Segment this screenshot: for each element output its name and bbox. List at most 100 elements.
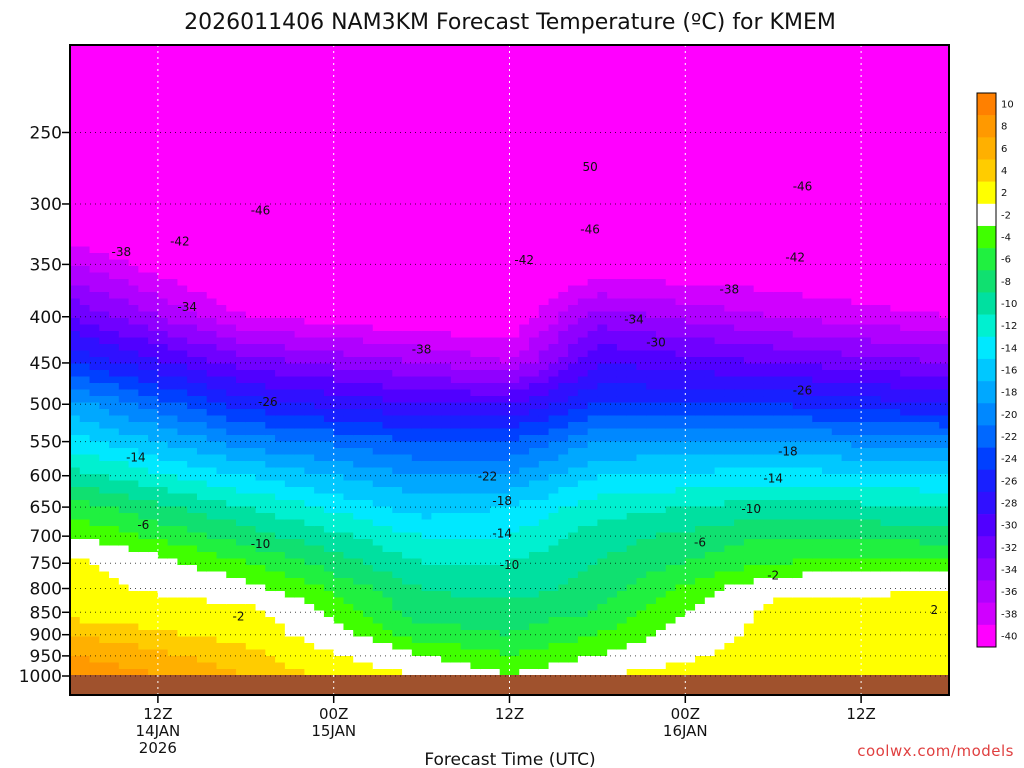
field-cell [216, 370, 227, 378]
field-cell [392, 636, 403, 644]
field-cell [460, 123, 472, 131]
field-cell [79, 513, 91, 521]
field-cell [470, 129, 481, 137]
field-cell [441, 467, 452, 475]
field-cell [538, 409, 550, 417]
field-cell [529, 467, 540, 475]
field-cell [548, 461, 559, 469]
field-cell [480, 142, 491, 150]
field-cell [548, 376, 559, 384]
field-cell [402, 513, 413, 521]
field-cell [489, 454, 501, 462]
field-cell [450, 389, 462, 397]
field-cell [489, 376, 501, 384]
field-cell [99, 77, 110, 85]
field-cell [245, 448, 257, 456]
field-cell [314, 246, 325, 254]
field-cell [382, 272, 393, 280]
field-cell [431, 422, 442, 430]
field-cell [450, 415, 462, 423]
field-cell [187, 227, 198, 235]
field-cell [187, 532, 198, 540]
field-cell [323, 227, 335, 235]
field-cell [99, 370, 110, 378]
field-cell [196, 441, 208, 449]
field-cell [480, 175, 491, 183]
field-cell [265, 565, 276, 573]
field-cell [79, 383, 91, 391]
field-cell [343, 526, 354, 534]
field-cell [323, 571, 335, 579]
field-cell [245, 149, 257, 157]
field-cell [402, 571, 413, 579]
field-cell [353, 610, 364, 618]
field-cell [323, 513, 335, 521]
field-cell [411, 168, 423, 176]
field-cell [79, 428, 91, 436]
field-cell [109, 656, 120, 664]
field-cell [363, 337, 374, 345]
field-cell [70, 318, 81, 326]
field-cell [323, 545, 335, 553]
field-cell [363, 539, 374, 547]
field-cell [284, 539, 296, 547]
field-cell [294, 168, 305, 176]
field-cell [421, 649, 432, 657]
field-cell [89, 558, 100, 566]
field-cell [216, 311, 227, 319]
field-cell [372, 207, 384, 215]
field-cell [206, 305, 218, 313]
field-cell [187, 292, 198, 300]
field-cell [421, 565, 432, 573]
field-cell [489, 214, 501, 222]
field-cell [70, 181, 81, 189]
field-cell [236, 318, 247, 326]
field-cell [421, 656, 432, 664]
field-cell [343, 571, 354, 579]
field-cell [499, 227, 511, 235]
field-cell [323, 324, 335, 332]
field-cell [255, 428, 266, 436]
field-cell [284, 129, 296, 137]
field-cell [499, 175, 511, 183]
field-cell [265, 77, 276, 85]
field-cell [529, 545, 540, 553]
field-cell [79, 649, 91, 657]
field-cell [118, 188, 130, 196]
field-cell [460, 324, 472, 332]
field-cell [79, 318, 91, 326]
field-cell [304, 142, 315, 150]
field-cell [372, 506, 384, 514]
field-cell [226, 181, 237, 189]
field-cell [382, 662, 393, 670]
field-cell [294, 136, 305, 144]
field-cell [99, 630, 110, 638]
field-cell [431, 519, 442, 527]
field-cell [421, 370, 432, 378]
field-cell [216, 461, 227, 469]
field-cell [470, 266, 481, 274]
field-cell [480, 519, 491, 527]
field-cell [148, 500, 159, 508]
field-cell [470, 656, 481, 664]
field-cell [509, 526, 520, 534]
field-cell [128, 461, 139, 469]
field-cell [216, 207, 227, 215]
field-cell [177, 227, 188, 235]
field-cell [343, 656, 354, 664]
field-cell [538, 656, 550, 664]
field-cell [79, 500, 91, 508]
field-cell [294, 162, 305, 170]
field-cell [196, 175, 208, 183]
field-cell [245, 90, 257, 98]
field-cell [372, 214, 384, 222]
field-cell [187, 669, 198, 677]
field-cell [538, 422, 550, 430]
field-cell [236, 571, 247, 579]
field-cell [187, 630, 198, 638]
field-cell [441, 487, 452, 495]
field-cell [323, 402, 335, 410]
field-cell [118, 422, 130, 430]
field-cell [450, 188, 462, 196]
field-cell [489, 298, 501, 306]
